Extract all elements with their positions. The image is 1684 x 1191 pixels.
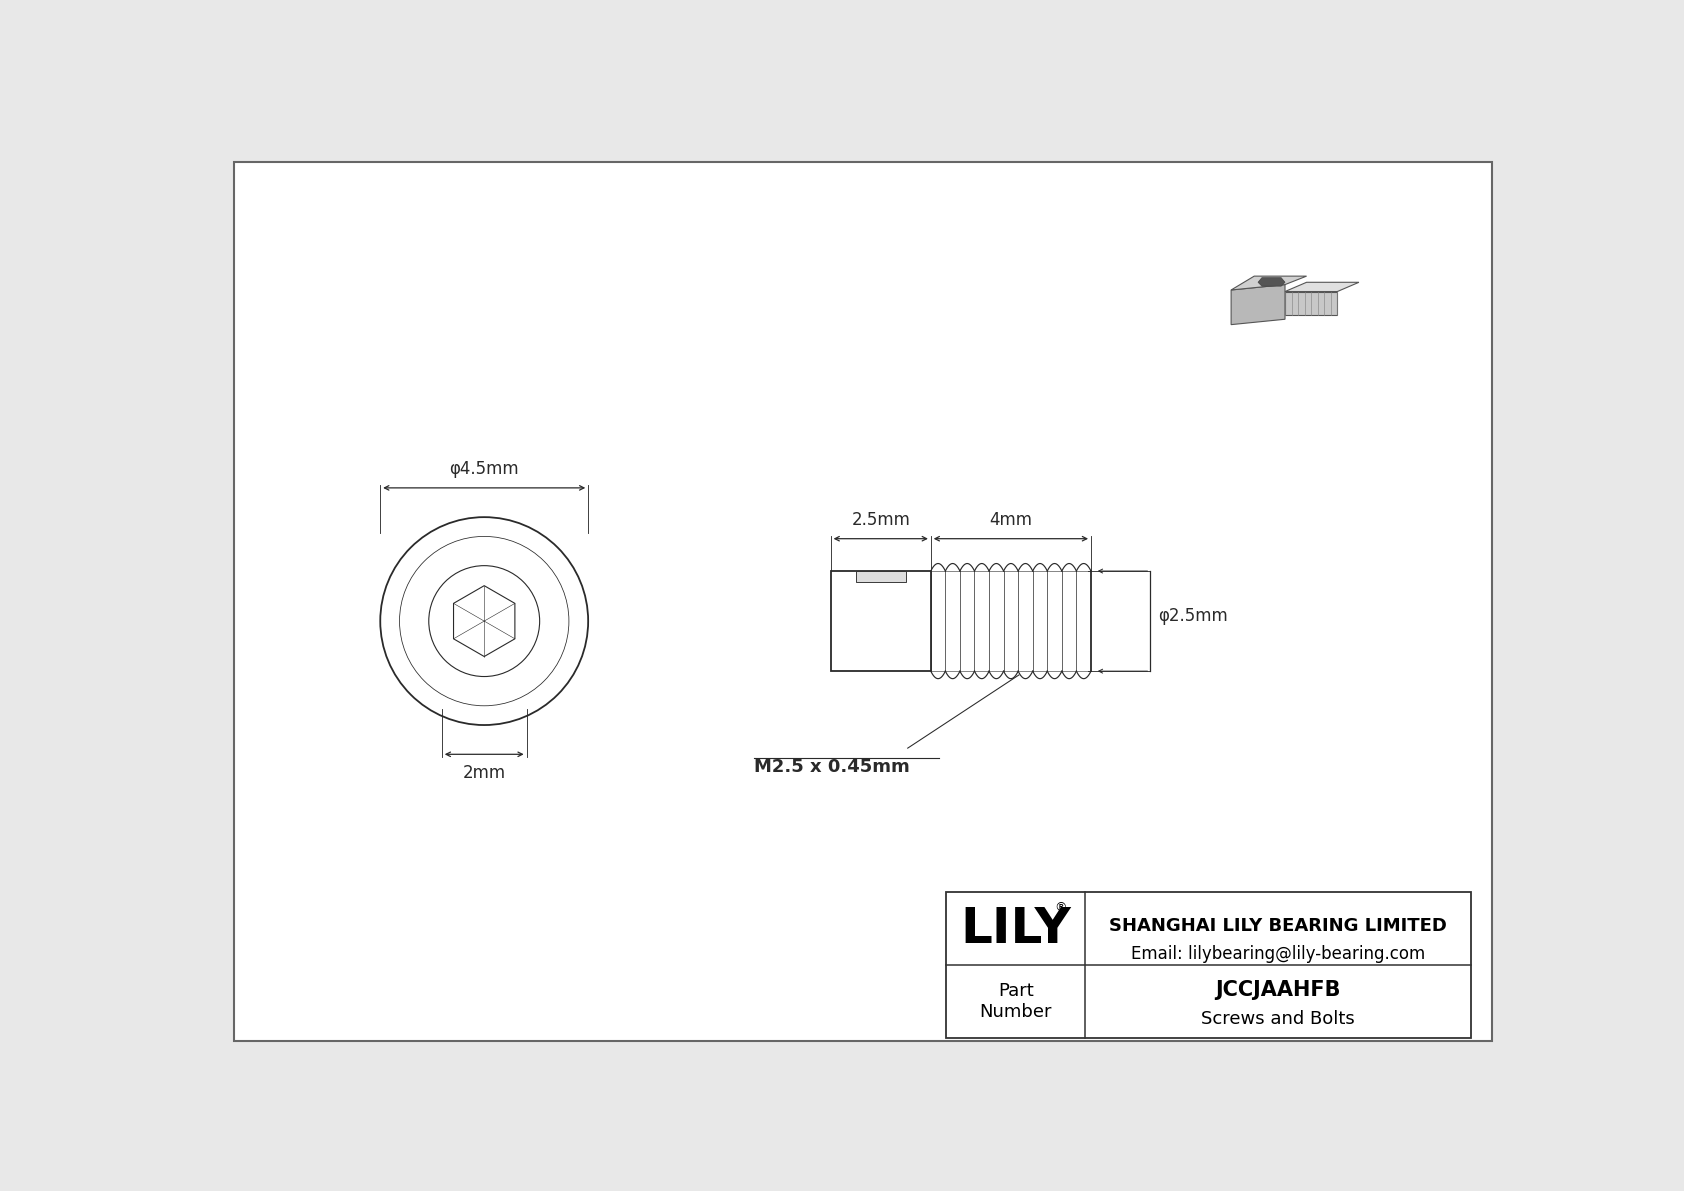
Polygon shape: [1285, 282, 1359, 292]
Text: 2.5mm: 2.5mm: [852, 511, 909, 530]
Bar: [946, 892, 1472, 1039]
Text: LILY: LILY: [960, 905, 1071, 953]
Text: M2.5 x 0.45mm: M2.5 x 0.45mm: [754, 759, 909, 777]
Polygon shape: [1258, 278, 1285, 286]
Bar: [855, 570, 906, 582]
Bar: [830, 570, 931, 672]
Text: 2mm: 2mm: [463, 765, 505, 782]
Polygon shape: [1285, 292, 1337, 314]
Polygon shape: [1231, 276, 1307, 289]
Text: 4mm: 4mm: [990, 511, 1032, 530]
Text: Email: lilybearing@lily-bearing.com: Email: lilybearing@lily-bearing.com: [1132, 944, 1425, 962]
Text: φ4.5mm: φ4.5mm: [450, 460, 519, 478]
Text: SHANGHAI LILY BEARING LIMITED: SHANGHAI LILY BEARING LIMITED: [1110, 917, 1447, 935]
Text: Screws and Bolts: Screws and Bolts: [1201, 1010, 1356, 1028]
Text: ®: ®: [1054, 900, 1066, 913]
Polygon shape: [1231, 285, 1285, 325]
Text: φ2.5mm: φ2.5mm: [1159, 606, 1228, 625]
Text: JCCJAAHFB: JCCJAAHFB: [1216, 980, 1340, 1000]
Text: Part
Number: Part Number: [980, 983, 1052, 1021]
